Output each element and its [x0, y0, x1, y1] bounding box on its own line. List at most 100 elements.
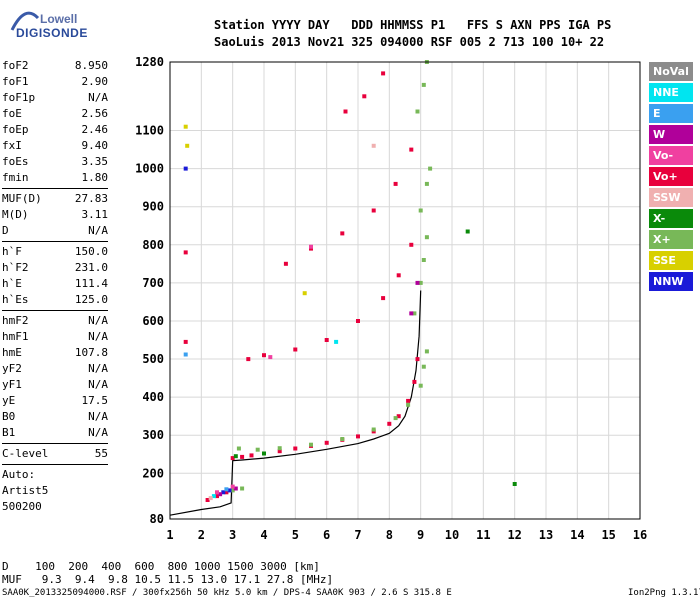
x-tick-label: 9	[417, 528, 424, 542]
echo-point-nnw	[221, 490, 226, 495]
param-label: C-level	[2, 447, 49, 460]
param-label: foF1p	[2, 91, 36, 104]
param-value: N/A	[88, 91, 108, 104]
echo-point-w	[415, 280, 420, 285]
x-tick-label: 6	[323, 528, 330, 542]
echo-point-x-	[340, 437, 345, 441]
echo-point-x-	[421, 364, 426, 369]
echo-point-sse	[183, 124, 188, 129]
echo-point-nne	[334, 339, 339, 344]
chart-marks	[169, 60, 517, 516]
echo-point-vo-	[249, 453, 254, 458]
y-tick-label: 600	[142, 314, 164, 328]
echo-point-vo-	[224, 490, 229, 495]
param-divider	[2, 310, 108, 311]
echo-point-sse	[185, 143, 190, 148]
echo-point-x-	[277, 446, 282, 451]
y-tick-label: 900	[142, 200, 164, 214]
echo-point-x-	[233, 454, 238, 459]
param-label: h`F2	[2, 261, 29, 274]
chart-grid	[169, 61, 641, 520]
legend-item-vo: Vo-	[649, 146, 693, 165]
echo-point-x-	[418, 383, 423, 388]
legend-item-x: X+	[649, 230, 693, 249]
echo-point-vo-	[293, 446, 298, 451]
echo-point-vo-	[283, 261, 288, 266]
echo-point-x-	[465, 229, 470, 234]
legend-item-nne: NNE	[649, 83, 693, 102]
echo-point-ssw	[208, 496, 213, 501]
param-row: h`Es 125.0	[2, 292, 108, 308]
echo-point-x-	[512, 482, 517, 486]
echo-point-vo-	[324, 338, 329, 342]
param-row: hmF2 N/A	[2, 313, 108, 329]
param-row: h`E 111.4	[2, 276, 108, 292]
param-divider	[2, 188, 108, 189]
legend-item-vo: Vo+	[649, 167, 693, 186]
x-tick-label: 1	[166, 528, 173, 542]
echo-point-sse	[302, 291, 307, 296]
echo-point-vo-	[343, 109, 348, 114]
x-tick-label: 8	[386, 528, 393, 542]
param-row: fmin 1.80	[2, 170, 108, 186]
echo-point-nne	[211, 494, 216, 499]
param-label: fxI	[2, 139, 22, 152]
echo-point-x-	[230, 488, 235, 493]
echo-point-w	[218, 492, 223, 497]
y-tick-label: 400	[142, 390, 164, 404]
scaled-parameters-panel: foF2 8.950 foF1 2.90 foF1p N/A foE 2.56 foEp 2.46…	[2, 58, 108, 515]
param-value: 3.35	[81, 155, 109, 168]
param-label: h`E	[2, 277, 22, 290]
legend-item-sse: SSE	[649, 251, 693, 270]
param-label: foF2	[2, 59, 29, 72]
footer-d-row: D 100 200 400 600 800 1000 1500 3000 [km…	[2, 560, 320, 573]
param-value: 107.8	[74, 346, 108, 359]
y-tick-label: 300	[142, 428, 164, 442]
param-value: 55	[94, 447, 108, 460]
echo-point-vo-	[262, 353, 266, 358]
echo-point-x-	[240, 486, 245, 491]
param-row: yF2 N/A	[2, 361, 108, 377]
param-divider	[2, 241, 108, 242]
echo-point-x-	[421, 82, 426, 87]
param-divider	[2, 464, 108, 465]
x-tick-label: 11	[476, 528, 490, 542]
param-value: 2.56	[81, 107, 109, 120]
echo-point-x-	[412, 311, 417, 316]
param-row: Auto:	[2, 467, 108, 483]
param-row: MUF(D) 27.83	[2, 191, 108, 207]
param-row: hmF1 N/A	[2, 329, 108, 345]
param-row: 500200	[2, 499, 108, 515]
param-label: Auto:	[2, 468, 36, 481]
param-value: 150.0	[74, 245, 108, 258]
echo-point-x-	[424, 235, 429, 240]
param-label: yF2	[2, 362, 22, 375]
param-label: 500200	[2, 500, 42, 513]
trace-line	[169, 290, 422, 516]
echo-point-vo-	[340, 231, 345, 236]
param-label: fmin	[2, 171, 29, 184]
echo-point-vo-	[246, 357, 251, 362]
param-value: 27.83	[74, 192, 108, 205]
echo-point-w	[409, 311, 414, 316]
header-line-2: SaoLuis 2013 Nov21 325 094000 RSF 005 2 …	[214, 35, 605, 49]
echo-point-vo-	[268, 355, 273, 360]
plot-frame	[169, 61, 641, 520]
param-label: h`F	[2, 245, 22, 258]
echo-point-vo-	[393, 181, 398, 186]
param-value: 125.0	[74, 293, 108, 306]
param-row: foEs 3.35	[2, 154, 108, 170]
chart-tick-labels: 1 2 3 4 5 6 7 8 9 10 11 12 13 14 15 1680200300400500600…	[135, 55, 647, 542]
param-label: yF1	[2, 378, 22, 391]
y-tick-label: 1000	[135, 162, 164, 176]
param-row: M(D) 3.11	[2, 207, 108, 223]
y-tick-label: 800	[142, 238, 164, 252]
echo-point-x-	[415, 109, 420, 114]
param-label: D	[2, 224, 9, 237]
param-value: 231.0	[74, 261, 108, 274]
echo-point-vo-	[230, 484, 235, 489]
echo-point-vo-	[412, 379, 417, 384]
x-tick-label: 3	[229, 528, 236, 542]
echo-point-x-	[393, 416, 398, 421]
